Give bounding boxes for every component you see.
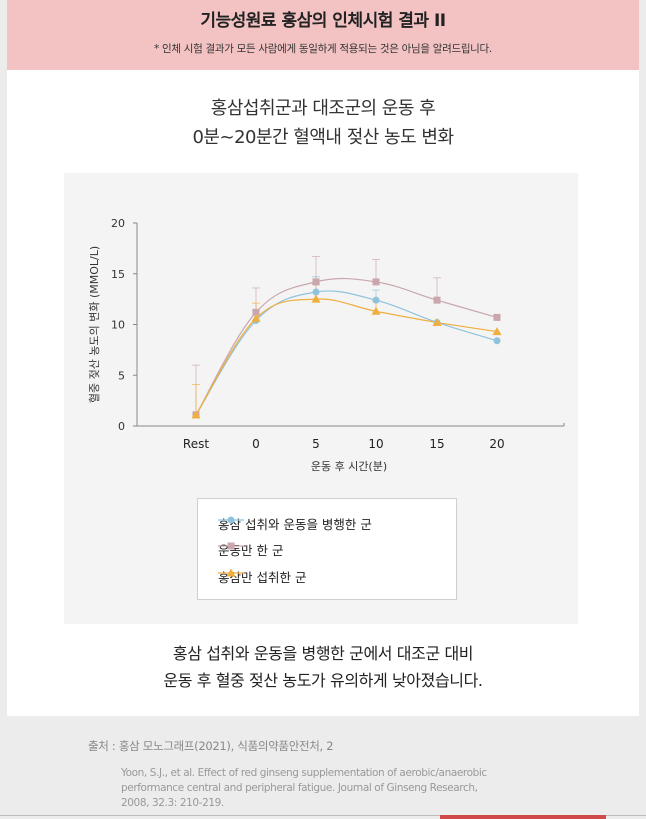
y-tick-label: 20 — [111, 217, 125, 230]
conclusion-line2: 운동 후 혈중 젖산 농도가 유의하게 낮아졌습니다. — [163, 671, 483, 690]
data-point — [432, 317, 442, 326]
bottom-divider — [0, 815, 646, 816]
conclusion-text: 홍삼 섭취와 운동을 병행한 군에서 대조군 대비 운동 후 혈중 젖산 농도가… — [7, 640, 639, 694]
legend-item-ginseng-only: 홍삼만 섭취한 군 — [218, 566, 306, 586]
data-point — [492, 327, 502, 336]
legend-marker — [227, 516, 235, 524]
legend-marker — [227, 542, 235, 550]
conclusion-line1: 홍삼 섭취와 운동을 병행한 군에서 대조군 대비 — [172, 644, 474, 663]
chart-heading: 홍삼섭취군과 대조군의 운동 후 0분~20분간 혈액내 젖산 농도 변화 — [7, 94, 639, 152]
data-point — [372, 296, 380, 304]
disclaimer-notice: * 인체 시험 결과가 모든 사람에게 동일하게 적용되는 것은 아님을 알려드… — [154, 43, 492, 55]
data-point — [493, 313, 501, 321]
y-axis-title: 혈중 젖산 농도의 변화 (MMOL/L) — [87, 246, 101, 403]
chart-heading-line2: 0분~20분간 혈액내 젖산 농도 변화 — [192, 127, 454, 148]
y-tick-label: 5 — [118, 369, 125, 382]
axis-labels: 0 5 10 15 20 Rest 0 5 10 15 20 운동 후 시간(분) 혈중 젖산 농도의 … — [87, 217, 505, 473]
data-point — [371, 306, 381, 315]
series-lines — [195, 277, 498, 416]
main-panel: 홍삼섭취군과 대조군의 운동 후 0분~20분간 혈액내 젖산 농도 변화 0 5… — [7, 70, 639, 716]
y-tick-label: 10 — [111, 319, 125, 332]
x-tick-label: 5 — [312, 437, 320, 451]
page-title: 기능성원료 홍삼의 인체시험 결과 II — [200, 11, 446, 31]
y-tick-label: 15 — [111, 268, 125, 281]
x-tick-label: 20 — [489, 437, 504, 451]
series-line-2 — [195, 298, 498, 416]
chart-legend: 홍삼 섭취와 운동을 병행한 군 운동만 한 군 홍삼만 섭취한 군 — [197, 498, 457, 600]
legend-symbol — [218, 516, 244, 524]
reference-line2: performance central and peripheral fatig… — [121, 782, 478, 794]
data-point — [493, 337, 501, 345]
bottom-accent-bar — [440, 815, 606, 819]
data-point — [433, 296, 441, 304]
lactate-line-chart: 0 5 10 15 20 Rest 0 5 10 15 20 운동 후 시간(분) 혈중 젖산 농도의 … — [87, 217, 565, 473]
x-axis-title: 운동 후 시간(분) — [311, 460, 387, 473]
data-point — [372, 278, 380, 286]
data-point — [252, 308, 260, 316]
chart-area: 0 5 10 15 20 Rest 0 5 10 15 20 운동 후 시간(분) 혈중 젖산 농도의 … — [64, 173, 578, 624]
reference-line3: 2008, 32.3: 210-219. — [121, 797, 224, 809]
header-banner: 기능성원료 홍삼의 인체시험 결과 II * 인체 시험 결과가 모든 사람에게… — [7, 0, 639, 70]
data-point — [312, 278, 320, 286]
legend-symbol — [218, 568, 244, 577]
series-markers — [191, 278, 502, 419]
series-line-1 — [195, 277, 498, 416]
legend-marker — [226, 568, 236, 577]
data-point — [312, 288, 320, 296]
data-point — [251, 313, 261, 322]
chart-axes — [133, 222, 565, 427]
legend-item-ginseng-exercise: 홍삼 섭취와 운동을 병행한 군 — [218, 513, 372, 533]
reference-line1: Yoon, S.J., et al. Effect of red ginseng… — [121, 767, 487, 779]
chart-heading-line1: 홍삼섭취군과 대조군의 운동 후 — [210, 98, 436, 119]
reference-citation: Yoon, S.J., et al. Effect of red ginseng… — [121, 766, 561, 811]
data-point — [191, 410, 201, 419]
series-line-0 — [195, 290, 498, 416]
y-tick-label: 0 — [118, 420, 125, 433]
x-tick-label: 10 — [368, 437, 383, 451]
x-tick-label: 15 — [429, 437, 444, 451]
legend-label: 홍삼 섭취와 운동을 병행한 군 — [218, 516, 372, 532]
data-point — [311, 294, 321, 303]
x-tick-label: Rest — [183, 437, 209, 451]
x-tick-label: 0 — [252, 437, 260, 451]
legend-item-exercise-only: 운동만 한 군 — [218, 539, 283, 559]
source-citation: 출처 : 홍삼 모노그래프(2021), 식품의약품안전처, 2 — [88, 739, 334, 753]
legend-symbol — [218, 542, 244, 550]
